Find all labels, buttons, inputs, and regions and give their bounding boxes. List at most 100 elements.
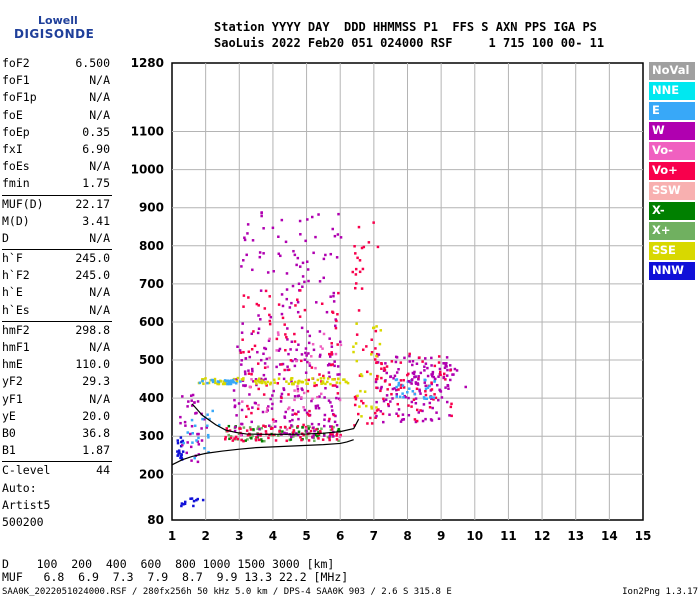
echo-point — [330, 428, 334, 431]
echo-point — [307, 378, 310, 382]
echo-point — [431, 406, 434, 410]
echo-point — [424, 389, 427, 393]
echo-point — [399, 361, 403, 364]
echo-point — [380, 367, 383, 370]
station-header: Station YYYY DAY DDD HHMMSS P1 FFS S AXN… — [214, 19, 604, 51]
param-row: foF1 N/A — [2, 73, 112, 90]
echo-point — [179, 421, 182, 425]
echo-point — [286, 368, 289, 372]
echo-point — [324, 382, 327, 386]
echo-point — [335, 434, 338, 437]
echo-point — [421, 419, 425, 423]
echo-point — [250, 378, 253, 381]
echo-point — [277, 303, 281, 306]
echo-point — [293, 412, 297, 416]
echo-point — [318, 373, 321, 376]
echo-point — [229, 381, 233, 385]
echo-point — [227, 433, 230, 437]
echo-point — [322, 432, 326, 435]
echo-point — [180, 456, 183, 460]
echo-point — [295, 263, 298, 267]
echo-point — [413, 392, 417, 396]
echo-point — [399, 379, 403, 382]
param-row: D N/A — [2, 231, 112, 248]
echo-point — [412, 398, 416, 401]
echo-point — [264, 425, 267, 428]
echo-point — [296, 433, 300, 437]
echo-point — [366, 422, 369, 425]
echo-point — [289, 348, 292, 351]
echo-point — [251, 268, 254, 272]
echo-point — [397, 381, 401, 385]
echo-point — [280, 293, 284, 296]
echo-point — [375, 361, 379, 364]
echo-point — [446, 383, 450, 387]
echo-point — [300, 396, 303, 399]
legend-item: Vo- — [649, 142, 695, 160]
echo-point — [266, 406, 269, 410]
echo-point — [374, 380, 378, 384]
echo-point — [279, 254, 282, 258]
echo-point — [362, 401, 365, 405]
echo-point — [449, 378, 452, 382]
param-value: 6.500 — [75, 56, 110, 70]
param-row: foF2 6.500 — [2, 56, 112, 73]
echo-point — [327, 399, 331, 402]
echo-point — [304, 347, 308, 350]
echo-point — [327, 419, 331, 423]
echo-point — [352, 350, 355, 354]
echo-point — [399, 386, 403, 390]
echo-point — [262, 352, 265, 356]
echo-point — [208, 417, 211, 421]
param-label: MUF(D) — [2, 196, 44, 211]
echo-point — [306, 360, 309, 364]
echo-point — [243, 370, 247, 373]
echo-point — [246, 223, 250, 226]
echo-point — [176, 441, 180, 445]
echo-point — [180, 502, 184, 505]
echo-point — [414, 401, 418, 405]
param-value: 3.41 — [82, 213, 110, 228]
echo-point — [185, 451, 189, 455]
param-label: D — [2, 230, 9, 245]
echo-point — [413, 370, 416, 374]
echo-point — [426, 366, 429, 370]
echo-point — [180, 504, 183, 508]
param-value: 44 — [96, 463, 110, 478]
echo-point — [328, 436, 331, 440]
echo-point — [189, 394, 193, 397]
echo-point — [293, 389, 296, 392]
echo-point — [385, 394, 389, 397]
echo-point — [247, 369, 250, 372]
echo-point — [414, 382, 418, 385]
echo-point — [292, 249, 295, 253]
echo-point — [384, 398, 388, 401]
param-label: fxI — [2, 141, 23, 156]
echo-point — [227, 424, 231, 428]
echo-point — [206, 381, 209, 385]
param-separator — [2, 249, 112, 251]
echo-point — [192, 504, 195, 508]
echo-point — [356, 394, 359, 398]
echo-point — [269, 397, 272, 401]
echo-point — [355, 359, 359, 363]
echo-point — [316, 395, 319, 399]
echo-point — [382, 397, 385, 401]
y-tick-label: 200 — [139, 467, 164, 481]
echo-point — [345, 380, 348, 384]
echo-point — [271, 394, 274, 397]
echo-point — [258, 377, 261, 380]
echo-point — [364, 404, 368, 408]
echo-point — [338, 435, 342, 439]
echo-point — [243, 238, 247, 242]
echo-point — [448, 364, 452, 367]
echo-point — [240, 400, 244, 403]
echo-point — [330, 342, 333, 345]
echo-point — [300, 438, 303, 442]
param-row: foEp 0.35 — [2, 125, 112, 142]
echo-point — [365, 370, 369, 374]
echo-point — [329, 295, 332, 298]
echo-point — [317, 437, 320, 440]
echo-point — [424, 362, 428, 365]
echo-point — [318, 355, 322, 358]
